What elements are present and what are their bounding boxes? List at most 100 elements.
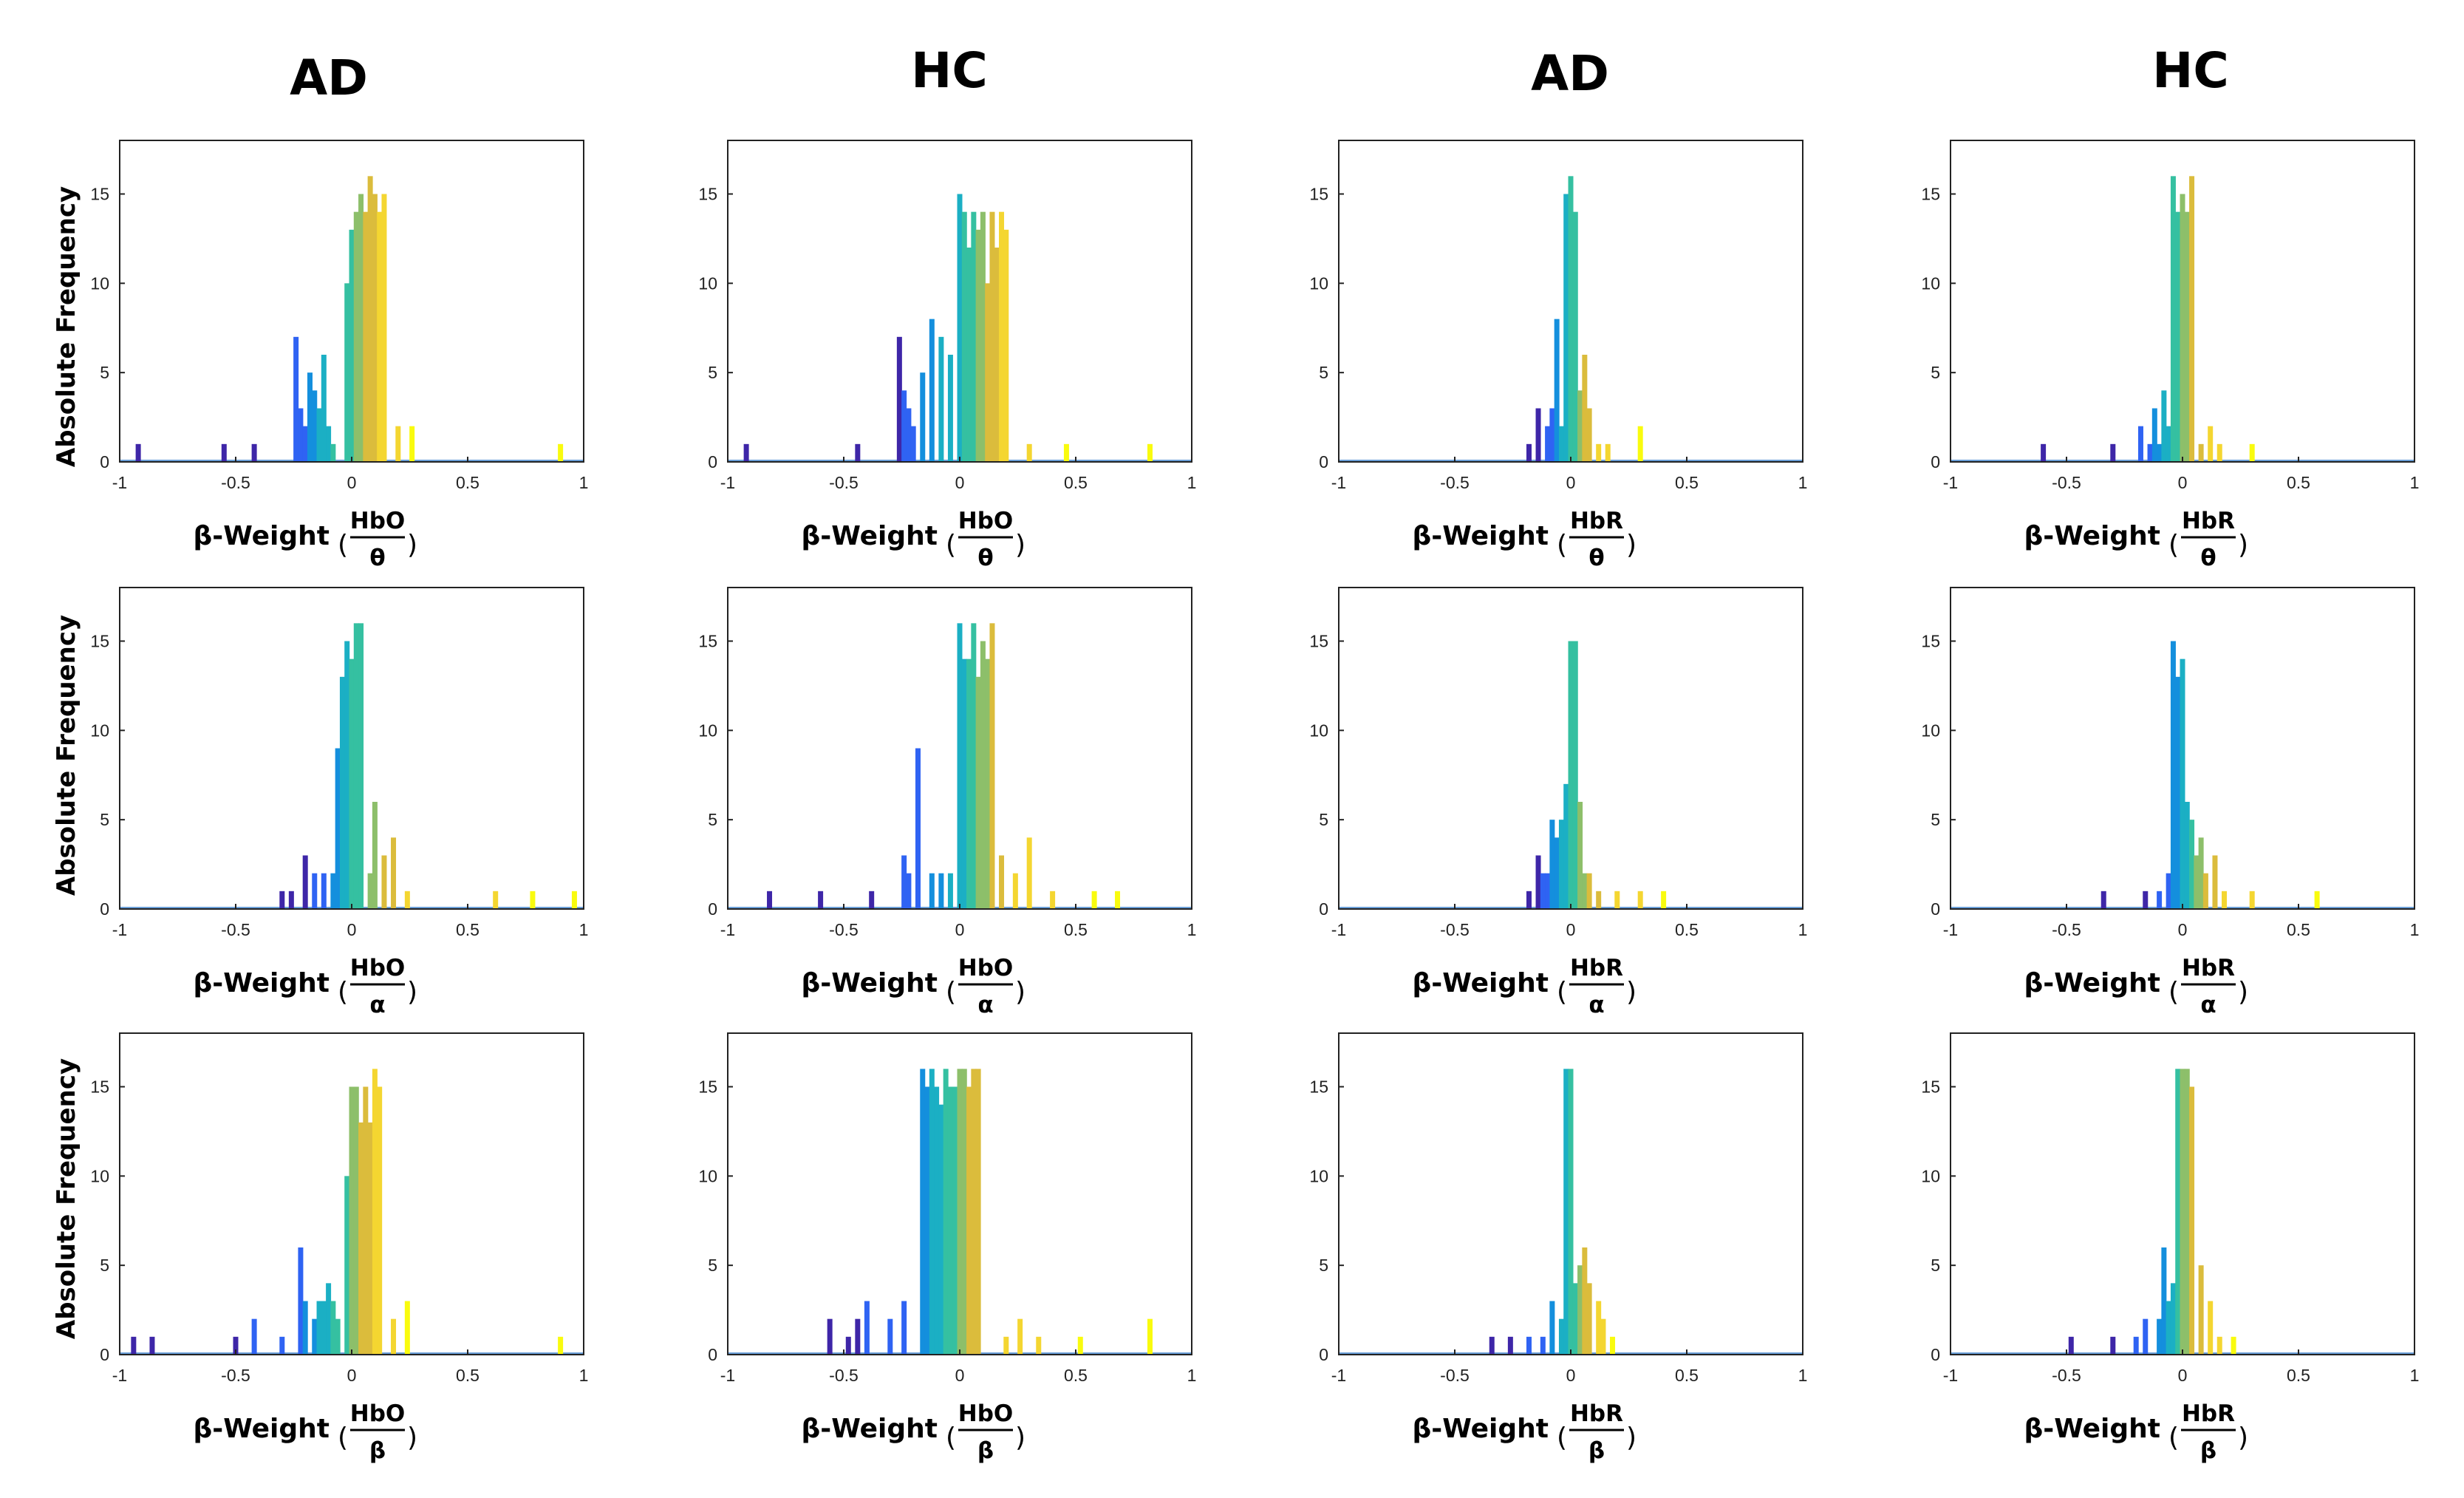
fraction-denominator: β (1588, 1437, 1605, 1464)
x-tick-label: 0.5 (2287, 473, 2310, 492)
paren-left: ( (338, 530, 348, 560)
bar (558, 443, 564, 462)
x-tick-label: -1 (1943, 1366, 1958, 1385)
bar (952, 1086, 958, 1355)
paren-right: ) (407, 1423, 417, 1453)
bar (330, 1301, 336, 1355)
bar (1549, 820, 1555, 909)
bar (2170, 1283, 2176, 1355)
bar (149, 1336, 155, 1355)
x-tick-label: -0.5 (829, 920, 859, 939)
paren-left: ( (1557, 1423, 1567, 1453)
bar (1526, 443, 1532, 462)
x-tick-label: -1 (1331, 1366, 1346, 1385)
bar (2161, 390, 2167, 462)
x-tick-label: 1 (1798, 473, 1808, 492)
y-tick-label: 15 (698, 185, 717, 204)
bar (221, 443, 227, 462)
y-tick-label: 0 (1931, 452, 1940, 471)
ylabel-row-2: Absolute Frequency (52, 615, 81, 896)
paren-left: ( (2168, 530, 2179, 560)
bar (827, 1318, 833, 1355)
y-tick-label: 5 (1319, 1256, 1328, 1275)
bar (971, 211, 977, 462)
xlabel: β-Weight (194, 968, 330, 998)
bar (961, 658, 967, 909)
fraction-numerator: HbO (350, 955, 406, 981)
bar (1661, 891, 1667, 909)
bar (2157, 1318, 2163, 1355)
bar (901, 855, 907, 909)
paren-right: ) (2238, 530, 2248, 560)
bar (2170, 641, 2176, 909)
bar (975, 229, 981, 462)
bar (2180, 1069, 2185, 1355)
y-tick-label: 10 (1921, 273, 1940, 293)
x-tick-label: 0.5 (1064, 1366, 1088, 1385)
bar (2212, 855, 2218, 909)
x-tick-label: 0.5 (456, 920, 480, 939)
bar (966, 248, 972, 462)
bar (131, 1336, 137, 1355)
y-tick-label: 0 (708, 899, 717, 919)
bar (906, 873, 912, 909)
bar (316, 408, 322, 462)
bar (312, 1318, 318, 1355)
x-tick-label: 1 (1798, 1366, 1808, 1385)
bar (367, 1122, 373, 1355)
x-tick-label: 1 (1187, 473, 1197, 492)
y-tick-label: 5 (1319, 810, 1328, 829)
bar (896, 336, 902, 462)
bar (1572, 641, 1578, 909)
bar (344, 641, 350, 909)
paren-left: ( (1557, 977, 1567, 1007)
paren-right: ) (1626, 1423, 1637, 1453)
y-tick-label: 10 (90, 1166, 109, 1185)
fraction-denominator: β (977, 1437, 994, 1464)
x-tick-label: -1 (112, 920, 127, 939)
x-tick-label: -0.5 (2052, 920, 2081, 939)
y-tick-label: 15 (698, 632, 717, 651)
x-tick-label: -0.5 (829, 473, 859, 492)
bar (2166, 426, 2171, 462)
bar (980, 641, 986, 909)
bar (1600, 1318, 1606, 1355)
bar (2175, 1069, 2181, 1355)
ylabel-row-3: Absolute Frequency (52, 1058, 81, 1339)
bar (1577, 390, 1583, 462)
paren-left: ( (338, 977, 348, 1007)
bar (2314, 891, 2320, 909)
bar (1577, 802, 1583, 909)
bar (1563, 1069, 1569, 1355)
x-tick-label: 0 (1566, 920, 1576, 939)
bar (2175, 676, 2181, 909)
bar (2184, 211, 2190, 462)
column-title-2: HC (911, 42, 988, 99)
bar (985, 658, 991, 909)
bar (1610, 1336, 1616, 1355)
bar (1147, 443, 1153, 462)
x-tick-label: 0 (955, 920, 965, 939)
bar (1063, 443, 1069, 462)
bar (2231, 1336, 2236, 1355)
paren-right: ) (2238, 1423, 2248, 1453)
y-tick-label: 0 (1931, 899, 1940, 919)
bar (2137, 426, 2143, 462)
bar (2184, 802, 2190, 909)
bar (1540, 873, 1546, 909)
bar (326, 1283, 332, 1355)
paren-right: ) (407, 977, 417, 1007)
paren-left: ( (1557, 530, 1567, 560)
y-tick-label: 10 (1921, 721, 1940, 740)
x-tick-label: -1 (720, 1366, 735, 1385)
bar (938, 336, 944, 462)
x-tick-label: 0 (955, 473, 965, 492)
bar (1637, 891, 1643, 909)
bar (1563, 194, 1569, 462)
bar (989, 623, 995, 909)
bar (929, 319, 935, 462)
